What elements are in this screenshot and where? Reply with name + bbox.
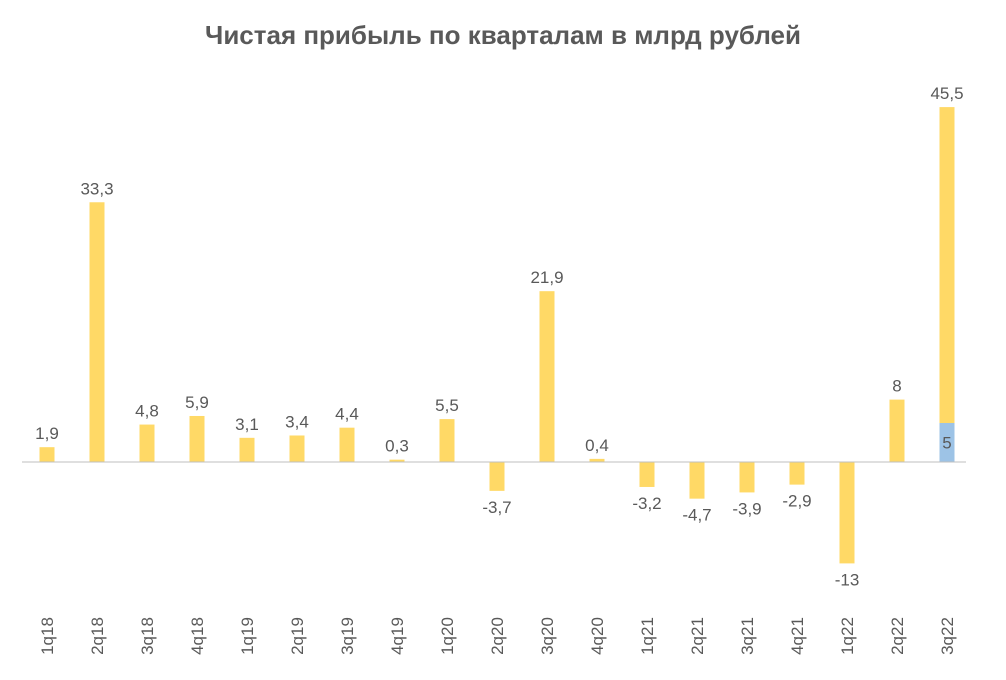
x-tick-label-3q20: 3q20: [538, 617, 557, 655]
x-tick-label-4q21: 4q21: [788, 617, 807, 655]
bar-1q22: [839, 462, 855, 564]
data-label-3q20: 21,9: [530, 268, 563, 287]
data-label-2q20: -3,7: [482, 498, 511, 517]
bar-2q20: [489, 462, 505, 491]
data-label-4q18: 5,9: [185, 393, 209, 412]
x-tick-label-1q19: 1q19: [238, 617, 257, 655]
chart-title: Чистая прибыль по кварталам в млрд рубле…: [205, 20, 801, 50]
bar-2q21: [689, 462, 705, 499]
data-label-2q18: 33,3: [80, 179, 113, 198]
x-tick-label-2q18: 2q18: [88, 617, 107, 655]
x-tick-label-3q18: 3q18: [138, 617, 157, 655]
x-tick-label-1q20: 1q20: [438, 617, 457, 655]
highlight-bar-3q22: [939, 423, 955, 462]
data-label-3q21: -3,9: [732, 499, 761, 518]
bar-3q21: [739, 462, 755, 493]
x-tick-label-3q22: 3q22: [938, 617, 957, 655]
data-label-1q20: 5,5: [435, 396, 459, 415]
data-label-4q21: -2,9: [782, 492, 811, 511]
data-label-1q19: 3,1: [235, 415, 259, 434]
data-label-1q18: 1,9: [35, 424, 59, 443]
x-tick-label-3q21: 3q21: [738, 617, 757, 655]
bar-4q18: [189, 415, 205, 462]
data-label-3q22: 45,5: [930, 84, 963, 103]
bar-3q19: [339, 427, 355, 462]
data-label-1q21: -3,2: [632, 494, 661, 513]
bar-1q20: [439, 419, 455, 462]
data-label-1q22: -13: [835, 570, 860, 589]
highlight-label-3q22: 5: [942, 434, 951, 453]
x-tick-label-3q19: 3q19: [338, 617, 357, 655]
bar-4q21: [789, 462, 805, 485]
x-tick-label-4q20: 4q20: [588, 617, 607, 655]
bar-3q18: [139, 424, 155, 462]
bar-1q18: [39, 447, 55, 462]
x-tick-label-1q18: 1q18: [38, 617, 57, 655]
x-tick-label-1q21: 1q21: [638, 617, 657, 655]
x-tick-label-1q22: 1q22: [838, 617, 857, 655]
bar-2q22: [889, 399, 905, 462]
data-label-2q22: 8: [892, 377, 901, 396]
bar-1q21: [639, 462, 655, 487]
bar-3q20: [539, 291, 555, 462]
bar-2q19: [289, 435, 305, 462]
x-tick-label-2q22: 2q22: [888, 617, 907, 655]
data-label-4q20: 0,4: [585, 436, 609, 455]
x-tick-label-2q19: 2q19: [288, 617, 307, 655]
data-label-2q19: 3,4: [285, 412, 309, 431]
x-tick-label-4q18: 4q18: [188, 617, 207, 655]
x-tick-label-4q19: 4q19: [388, 617, 407, 655]
bar-4q19: [389, 459, 405, 462]
data-label-3q19: 4,4: [335, 405, 359, 424]
bar-3q22: [939, 107, 955, 462]
bar-1q19: [239, 437, 255, 462]
data-label-2q21: -4,7: [682, 506, 711, 525]
data-label-4q19: 0,3: [385, 437, 409, 456]
x-tick-label-2q20: 2q20: [488, 617, 507, 655]
data-label-3q18: 4,8: [135, 402, 159, 421]
bar-4q20: [589, 458, 605, 462]
bar-2q18: [89, 202, 105, 462]
x-tick-label-2q21: 2q21: [688, 617, 707, 655]
